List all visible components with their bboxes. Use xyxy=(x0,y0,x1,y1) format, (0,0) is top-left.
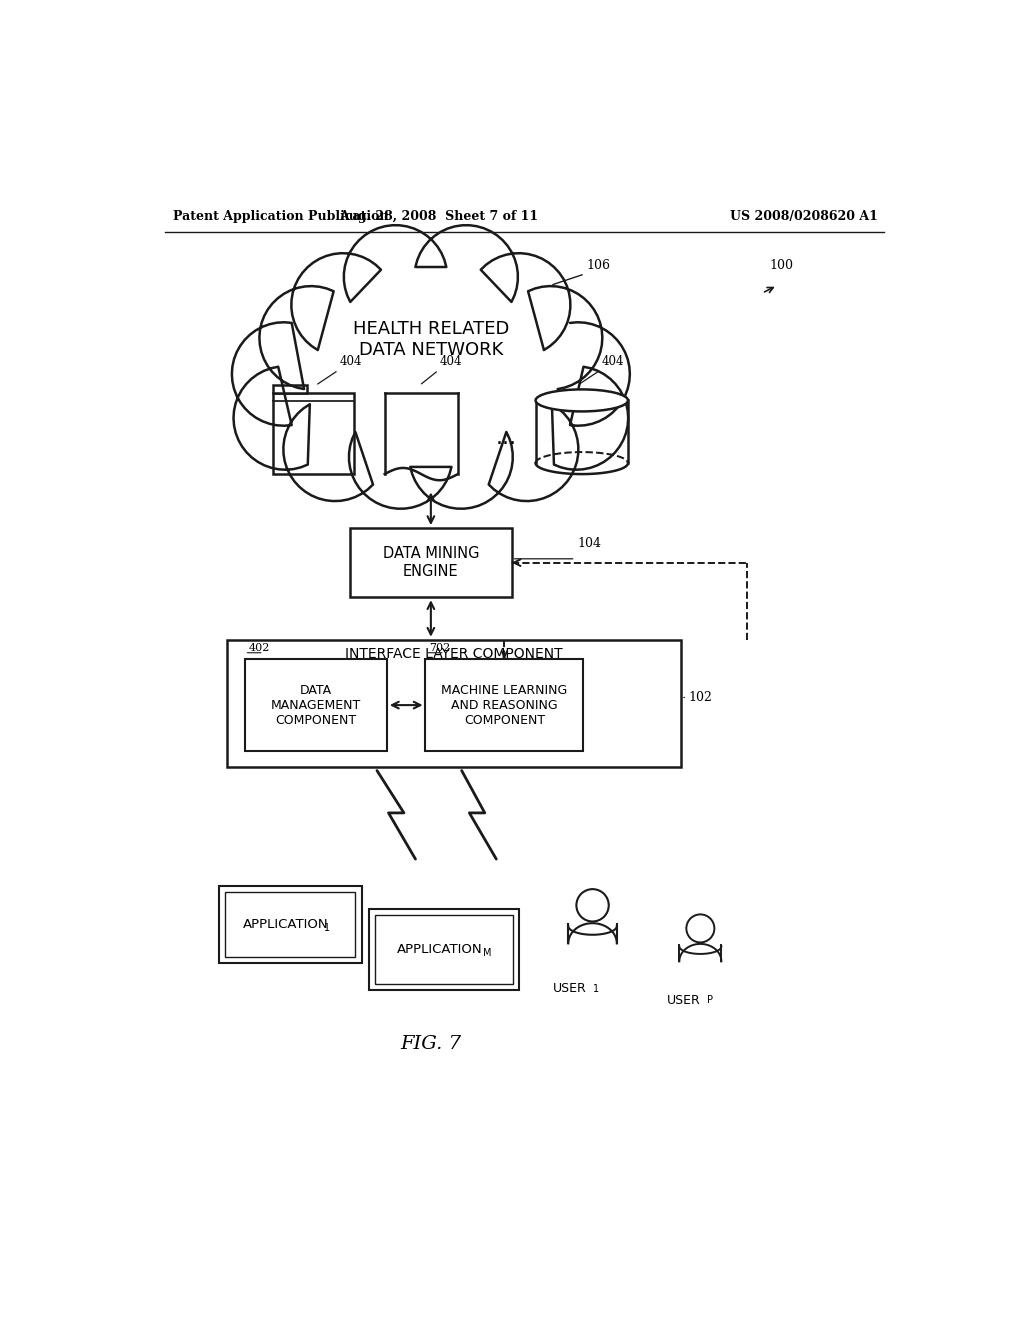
Bar xyxy=(425,659,584,751)
Bar xyxy=(350,528,512,597)
Text: ...: ... xyxy=(496,428,517,447)
Text: APPLICATION: APPLICATION xyxy=(243,917,329,931)
Text: HEALTH RELATED
DATA NETWORK: HEALTH RELATED DATA NETWORK xyxy=(352,319,509,359)
Bar xyxy=(370,909,519,990)
Text: US 2008/0208620 A1: US 2008/0208620 A1 xyxy=(729,210,878,223)
Text: INTERFACE LAYER COMPONENT: INTERFACE LAYER COMPONENT xyxy=(345,647,563,660)
Text: 404: 404 xyxy=(602,355,625,368)
Text: 402: 402 xyxy=(249,643,269,653)
Text: USER: USER xyxy=(553,982,587,995)
Bar xyxy=(225,892,355,957)
Text: Aug. 28, 2008  Sheet 7 of 11: Aug. 28, 2008 Sheet 7 of 11 xyxy=(339,210,539,223)
Ellipse shape xyxy=(536,389,628,412)
Text: P: P xyxy=(707,995,713,1006)
Text: 702: 702 xyxy=(429,643,451,653)
Text: 106: 106 xyxy=(587,259,610,272)
Bar xyxy=(219,886,361,964)
Text: Patent Application Publication: Patent Application Publication xyxy=(173,210,388,223)
Bar xyxy=(226,640,681,767)
Text: USER: USER xyxy=(667,994,700,1007)
Text: 404: 404 xyxy=(440,355,463,368)
Text: FIG. 7: FIG. 7 xyxy=(400,1035,462,1053)
Text: 1: 1 xyxy=(325,924,331,933)
Text: DATA MINING
ENGINE: DATA MINING ENGINE xyxy=(383,546,479,579)
Text: 404: 404 xyxy=(340,355,362,368)
Text: 100: 100 xyxy=(770,259,794,272)
Polygon shape xyxy=(273,385,307,393)
Text: MACHINE LEARNING
AND REASONING
COMPONENT: MACHINE LEARNING AND REASONING COMPONENT xyxy=(441,684,567,726)
Bar xyxy=(273,393,354,474)
Text: DATA
MANAGEMENT
COMPONENT: DATA MANAGEMENT COMPONENT xyxy=(270,684,360,726)
Text: APPLICATION: APPLICATION xyxy=(397,942,482,956)
Text: 102: 102 xyxy=(689,690,713,704)
Text: 104: 104 xyxy=(578,537,601,550)
Bar xyxy=(245,659,387,751)
Bar xyxy=(376,915,513,983)
Text: M: M xyxy=(483,949,492,958)
Text: 1: 1 xyxy=(593,983,599,994)
